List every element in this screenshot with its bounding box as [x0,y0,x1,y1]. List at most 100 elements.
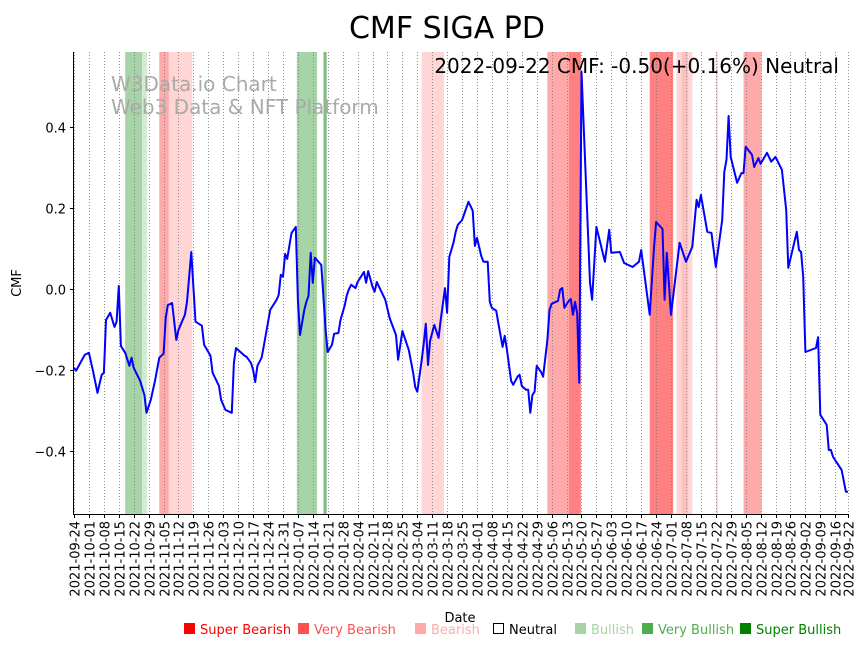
x-tick-label: 2022-07-22 [711,521,726,597]
y-tick-label: 0.0 [45,284,66,299]
x-tick-label: 2022-07-29 [726,521,741,597]
legend-item-super-bullish: Super Bullish [740,623,841,638]
legend-swatch [184,623,195,634]
x-tick-label: 2022-06-03 [606,521,621,597]
x-tick-label: 2021-10-15 [114,521,129,597]
legend-swatch [298,623,309,634]
chart-title: CMF SIGA PD [349,11,545,46]
band-bearish [168,52,193,514]
x-tick-label: 2022-08-12 [756,521,771,597]
x-tick-label: 2022-05-27 [591,521,606,597]
legend-swatch [493,623,504,634]
cmf-series-line [73,70,848,493]
x-tick-label: 2022-04-01 [472,521,487,597]
legend-item-very-bullish: Very Bullish [642,623,734,638]
y-tick-label: −0.2 [34,365,66,380]
legend-swatch [575,623,586,634]
legend: Super Bearish Very Bearish Bearish Neutral B… [184,623,841,638]
legend-item-very-bearish: Very Bearish [298,623,396,638]
x-tick-label: 2021-10-08 [99,521,114,597]
band-very-bearish [743,52,762,514]
x-tick-label: 2022-04-22 [517,521,532,597]
x-tick-label: 2022-02-04 [353,521,368,597]
x-tick-label: 2022-01-28 [338,521,353,597]
x-tick-label: 2022-01-07 [293,521,308,597]
band-bullish [142,52,148,514]
x-tick-label: 2021-11-19 [188,521,203,597]
x-tick-label: 2022-07-15 [696,521,711,597]
x-tick-label: 2022-03-18 [442,521,457,597]
x-tick-label: 2022-01-21 [323,521,338,597]
x-tick-label: 2022-06-24 [651,521,666,597]
legend-item-super-bearish: Super Bearish [184,623,291,638]
x-tick-label: 2022-03-04 [412,521,427,597]
y-axis-label: CMF [10,269,25,297]
legend-label: Bearish [431,623,480,638]
band-very-bearish [681,52,689,514]
x-tick-label: 2022-05-13 [562,521,577,597]
x-tick-label: 2021-12-24 [263,521,278,597]
legend-label: Very Bearish [314,623,396,638]
x-tick-label: 2022-04-15 [502,521,517,597]
y-ticks: −0.4 −0.2 0.0 0.2 0.4 [34,122,74,461]
band-very-bullish [323,52,327,514]
x-tick-label: 2021-11-05 [159,521,174,597]
signal-bands [125,52,762,514]
x-tick-label: 2022-04-08 [487,521,502,597]
x-tick-label: 2021-11-26 [203,521,218,597]
x-tick-label: 2021-12-31 [278,521,293,597]
legend-swatch [740,623,751,634]
legend-label: Neutral [509,623,557,638]
legend-item-bullish: Bullish [575,623,634,638]
x-tick-label: 2022-09-09 [815,521,830,597]
x-tick-label: 2022-08-05 [741,521,756,597]
x-tick-label: 2022-02-18 [382,521,397,597]
legend-label: Bullish [591,623,634,638]
x-tick-label: 2021-12-03 [218,521,233,597]
legend-label: Super Bearish [200,623,291,638]
legend-item-neutral: Neutral [493,623,557,638]
watermark-line-1: W3Data.io Chart [111,72,277,96]
x-tick-label: 2022-04-29 [532,521,547,597]
x-tick-label: 2021-09-24 [69,521,84,597]
x-tick-label: 2022-07-01 [666,521,681,597]
x-tick-label: 2022-01-14 [308,521,323,597]
x-tick-label: 2022-05-06 [547,521,562,597]
band-very-bullish [296,52,318,514]
legend-label: Super Bullish [756,623,841,638]
band-super-bearish [568,52,581,514]
x-tick-label: 2021-10-22 [129,521,144,597]
legend-label: Very Bullish [658,623,734,638]
x-tick-label: 2022-08-26 [785,521,800,597]
x-tick-label: 2022-06-17 [636,521,651,597]
x-tick-label: 2021-12-10 [233,521,248,597]
watermark-line-2: Web3 Data & NFT Platform [111,95,379,119]
x-tick-label: 2022-08-19 [771,521,786,597]
x-tick-label: 2022-09-02 [800,521,815,597]
legend-swatch [415,623,426,634]
x-tick-label: 2022-09-16 [830,521,845,597]
x-axis-label: Date [444,611,475,626]
x-tick-label: 2022-09-22 [843,521,858,597]
x-tick-label: 2022-07-08 [681,521,696,597]
y-tick-label: 0.4 [45,122,66,137]
y-tick-label: −0.4 [34,446,66,461]
x-ticks: 2021-09-24 2021-10-01 2021-10-08 2021-10-15… [69,514,858,597]
x-tick-label: 2021-10-29 [144,521,159,597]
x-tick-label: 2021-11-12 [173,521,188,597]
x-tick-label: 2022-03-25 [457,521,472,597]
band-very-bearish [547,52,569,514]
y-tick-label: 0.2 [45,203,66,218]
x-tick-label: 2022-05-20 [576,521,591,597]
band-very-bullish [125,52,143,514]
x-tick-label: 2022-02-25 [397,521,412,597]
x-tick-label: 2022-02-11 [368,521,383,597]
x-tick-label: 2022-06-10 [621,521,636,597]
band-very-bearish [159,52,169,514]
x-tick-label: 2021-12-17 [248,521,263,597]
band-super-bearish [649,52,674,514]
x-gridlines [74,52,849,514]
legend-item-bearish: Bearish [415,623,480,638]
legend-swatch [642,623,653,634]
